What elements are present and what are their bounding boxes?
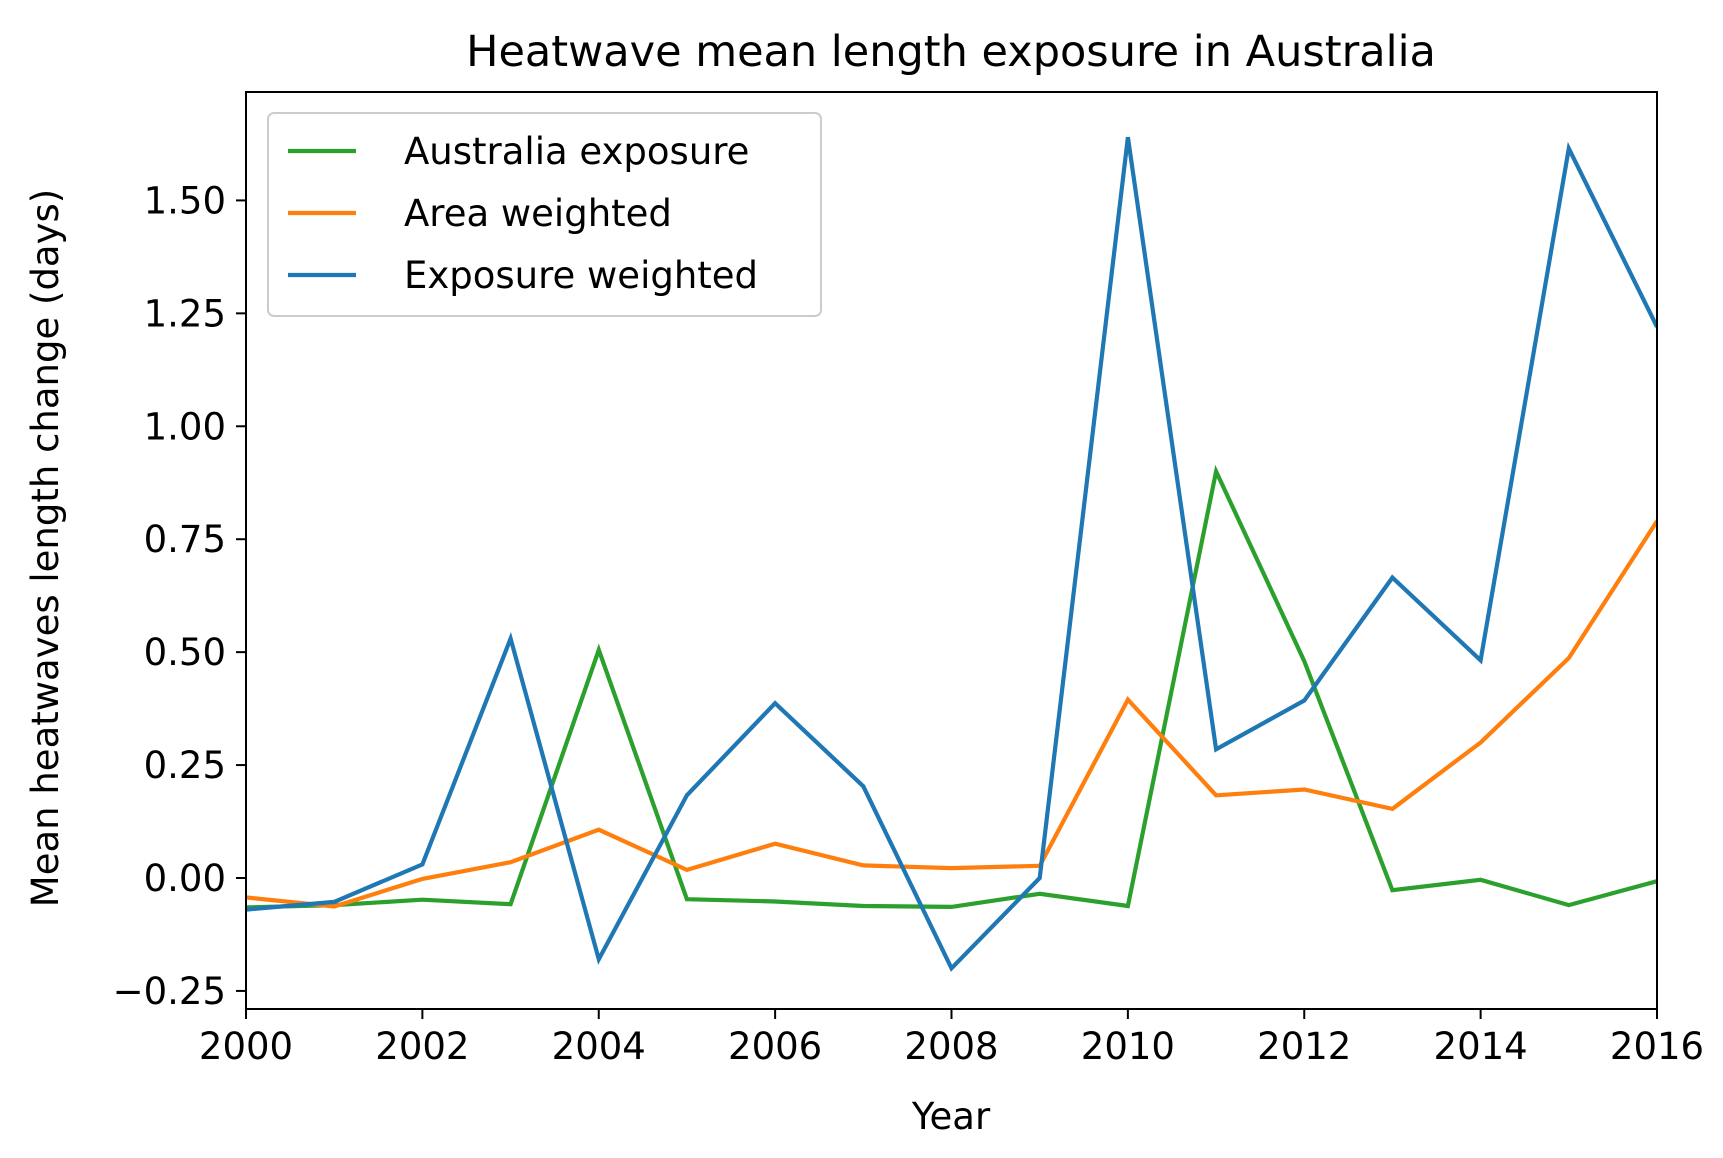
y-tick-label: 0.50 bbox=[144, 631, 226, 674]
x-tick-label: 2012 bbox=[1257, 1025, 1351, 1068]
x-axis-label: Year bbox=[911, 1095, 991, 1138]
x-tick-label: 2000 bbox=[199, 1025, 293, 1068]
chart-title: Heatwave mean length exposure in Austral… bbox=[466, 27, 1436, 77]
y-tick-label: 1.25 bbox=[144, 292, 226, 335]
x-tick-label: 2004 bbox=[552, 1025, 646, 1068]
y-axis-label: Mean heatwaves length change (days) bbox=[24, 189, 67, 907]
legend-box bbox=[267, 112, 822, 317]
series-line-area-weighted bbox=[246, 519, 1657, 909]
legend: Australia exposure Area weighted Exposure … bbox=[267, 112, 822, 317]
legend-label: Area weighted bbox=[404, 192, 672, 235]
y-tick-label: 0.25 bbox=[144, 744, 226, 787]
plot-area: 2000 2002 2004 2006 2008 2010 2012 2014 2016 −0.2… bbox=[113, 91, 1704, 1068]
legend-label: Australia exposure bbox=[404, 130, 749, 173]
series-lines bbox=[246, 136, 1657, 972]
x-tick-label: 2014 bbox=[1434, 1025, 1528, 1068]
y-tick-label: 0.00 bbox=[144, 857, 226, 900]
y-tick-label: 0.75 bbox=[144, 518, 226, 561]
x-tick-label: 2010 bbox=[1081, 1025, 1175, 1068]
y-tick-label: −0.25 bbox=[113, 970, 226, 1013]
x-tick-label: 2006 bbox=[728, 1025, 822, 1068]
series-line-exposure-weighted bbox=[246, 136, 1657, 972]
x-tick-label: 2002 bbox=[375, 1025, 469, 1068]
y-tick-label: 1.50 bbox=[144, 179, 226, 222]
x-tick-label: 2016 bbox=[1610, 1025, 1704, 1068]
legend-label: Exposure weighted bbox=[404, 254, 758, 297]
series-line-australia-exposure bbox=[246, 464, 1657, 910]
x-tick-label: 2008 bbox=[904, 1025, 998, 1068]
y-tick-label: 1.00 bbox=[144, 405, 226, 448]
